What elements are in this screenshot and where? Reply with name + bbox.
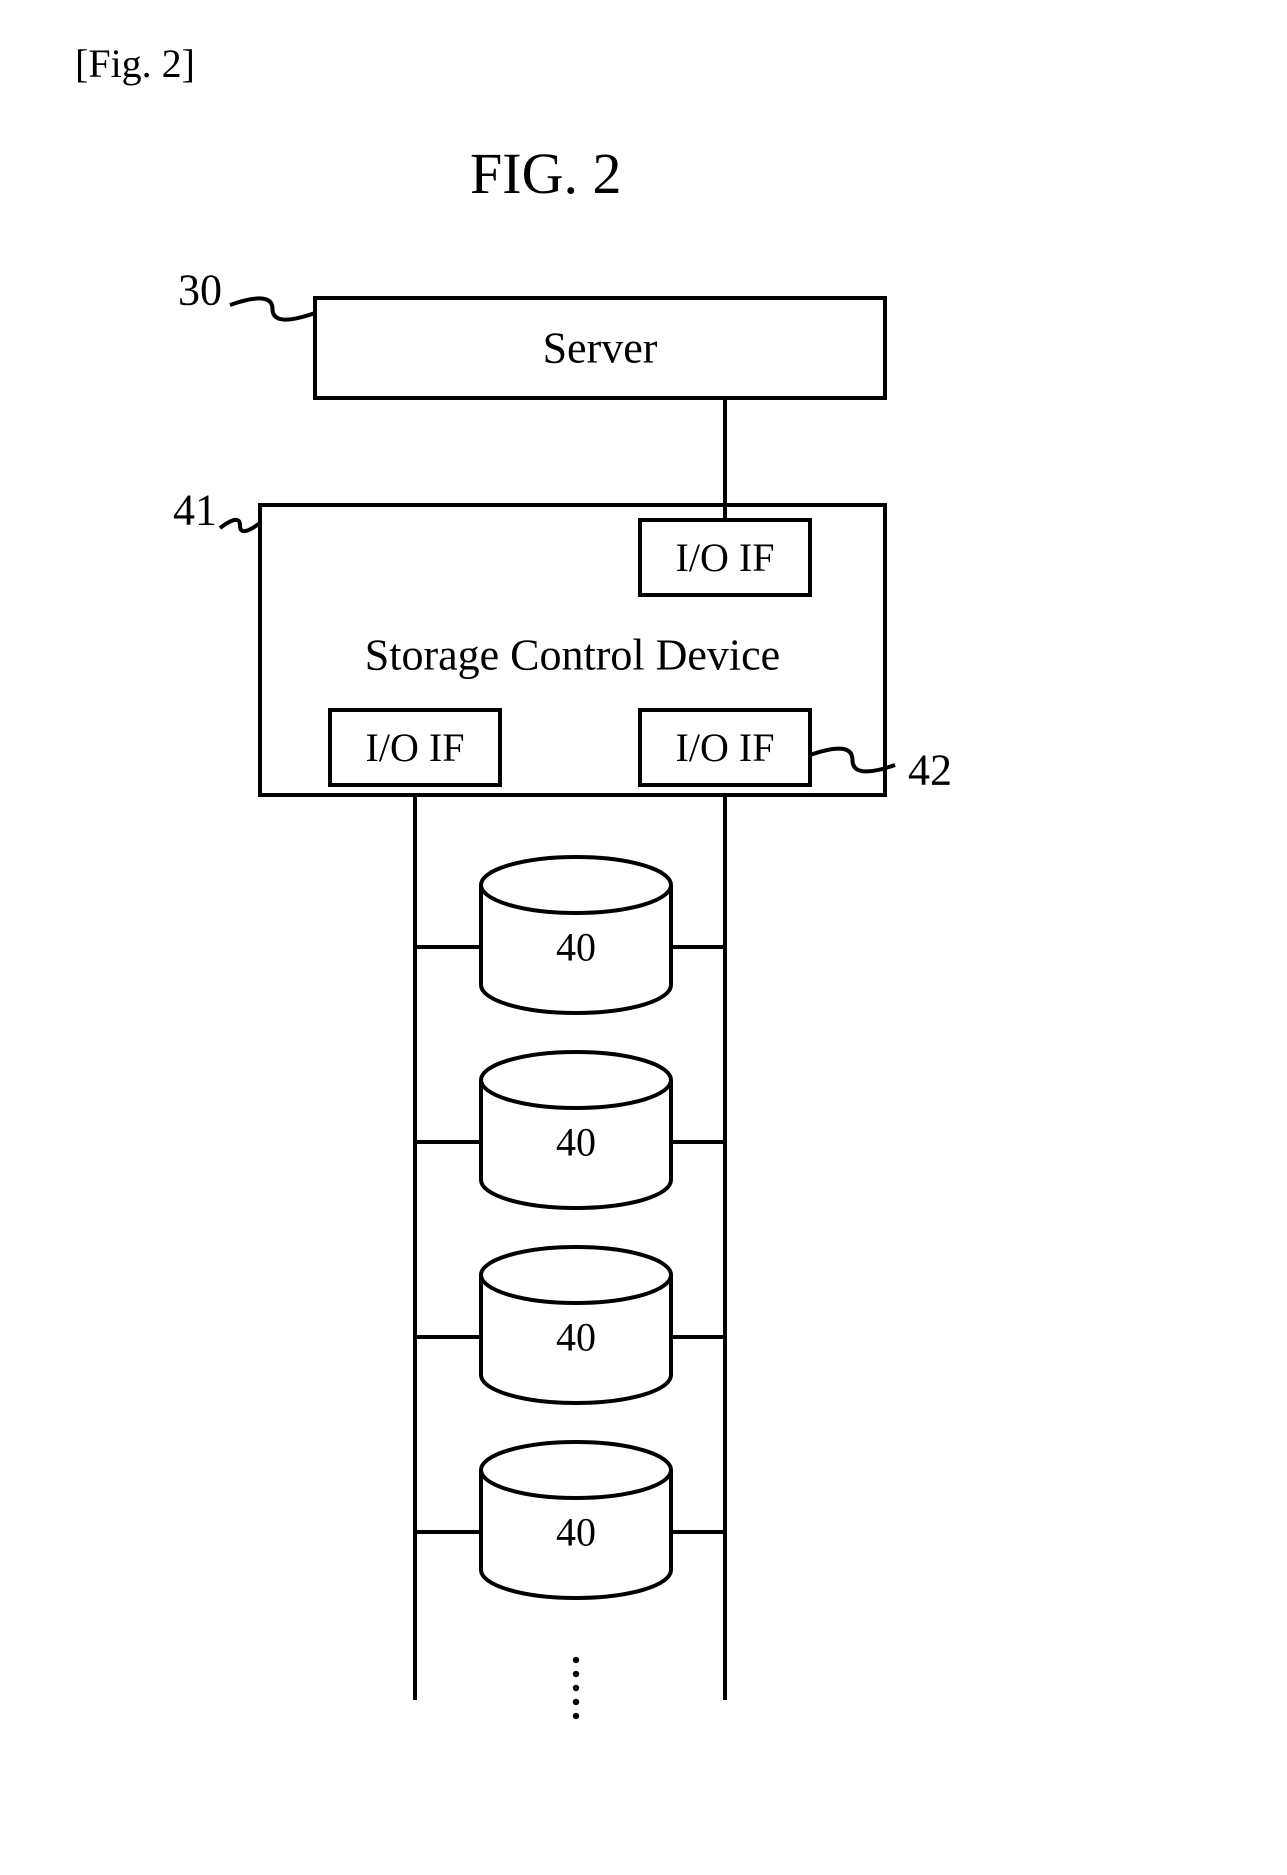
ellipsis-dot-0 (573, 1657, 579, 1663)
disk-0-label: 40 (556, 925, 596, 970)
storage-control-device-label: Storage Control Device (365, 631, 780, 680)
io-if-bottom-right-label: I/O IF (676, 725, 775, 770)
callout-30: 30 (178, 266, 222, 315)
server-box-label: Server (543, 324, 658, 373)
callout-30-line (230, 298, 315, 319)
disk-1-label: 40 (556, 1120, 596, 1165)
io-if-top-label: I/O IF (676, 535, 775, 580)
disk-2-top (481, 1247, 671, 1303)
diagram-svg: Server 30 Storage Control Device 41 I/O IF I/… (0, 0, 1287, 1875)
io-if-bottom-left-label: I/O IF (366, 725, 465, 770)
callout-41-line (220, 520, 260, 531)
disk-1-top (481, 1052, 671, 1108)
disk-0-top (481, 857, 671, 913)
callout-42-line (810, 749, 895, 772)
callout-42: 42 (908, 746, 952, 795)
ellipsis-dot-4 (573, 1713, 579, 1719)
callout-41: 41 (173, 486, 217, 535)
disk-3-label: 40 (556, 1510, 596, 1555)
disk-2-label: 40 (556, 1315, 596, 1360)
ellipsis-dot-1 (573, 1671, 579, 1677)
disk-3-top (481, 1442, 671, 1498)
ellipsis-dot-3 (573, 1699, 579, 1705)
ellipsis-dot-2 (573, 1685, 579, 1691)
